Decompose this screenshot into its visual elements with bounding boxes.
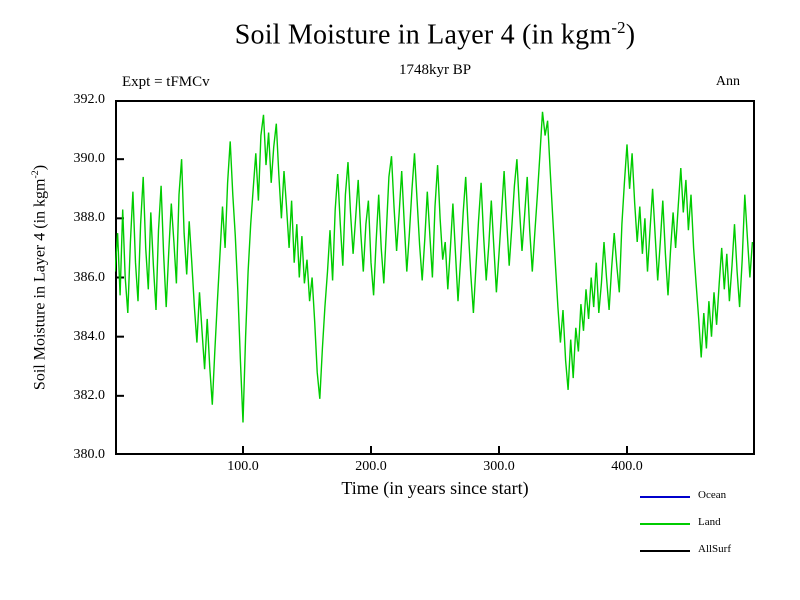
y-axis-label: Soil Moisture in Layer 4 (in kgm-2) [30,100,52,455]
chart-title-close: ) [625,19,636,51]
y-tick-label: 388.0 [73,210,106,226]
y-tick-label: 390.0 [73,151,106,167]
x-tick-label: 100.0 [227,459,259,474]
x-tick-label: 400.0 [611,459,643,474]
legend-label-allsurf: AllSurf [698,543,731,555]
legend: Ocean Land AllSurf [640,484,790,565]
y-axis-label-text: Soil Moisture in Layer 4 (in kgm [31,178,49,391]
y-tick-label: 384.0 [73,328,106,344]
x-tick-label: 200.0 [355,459,387,474]
y-tick-label: 380.0 [73,447,106,462]
x-axis-label: Time (in years since start) [341,478,529,498]
period-label: Ann [715,74,740,89]
allsurf-line-swatch [640,550,690,552]
experiment-label: Expt = tFMCv [122,74,210,90]
ocean-line-swatch [640,496,690,498]
land-line-swatch [640,523,690,525]
chart-title-superscript: -2 [611,18,626,37]
chart-title: Soil Moisture in Layer 4 (in kgm-2) [115,18,755,51]
y-tick-label: 386.0 [73,269,106,285]
legend-item-land: Land [640,511,790,538]
y-axis-label-superscript: -2 [30,170,41,179]
x-tick-label: 300.0 [483,459,515,474]
plot-area [115,100,754,455]
legend-label-land: Land [698,516,721,528]
chart-subtitle: 1748kyr BP [398,62,472,78]
series-line-land [115,111,754,423]
legend-item-allsurf: AllSurf [640,538,790,565]
legend-label-ocean: Ocean [698,489,727,501]
chart-title-text: Soil Moisture in Layer 4 (in kgm [234,19,612,51]
y-tick-label: 382.0 [73,387,106,403]
y-axis-label-close: ) [31,164,49,171]
legend-item-ocean: Ocean [640,484,790,511]
y-tick-label: 392.0 [73,92,106,107]
